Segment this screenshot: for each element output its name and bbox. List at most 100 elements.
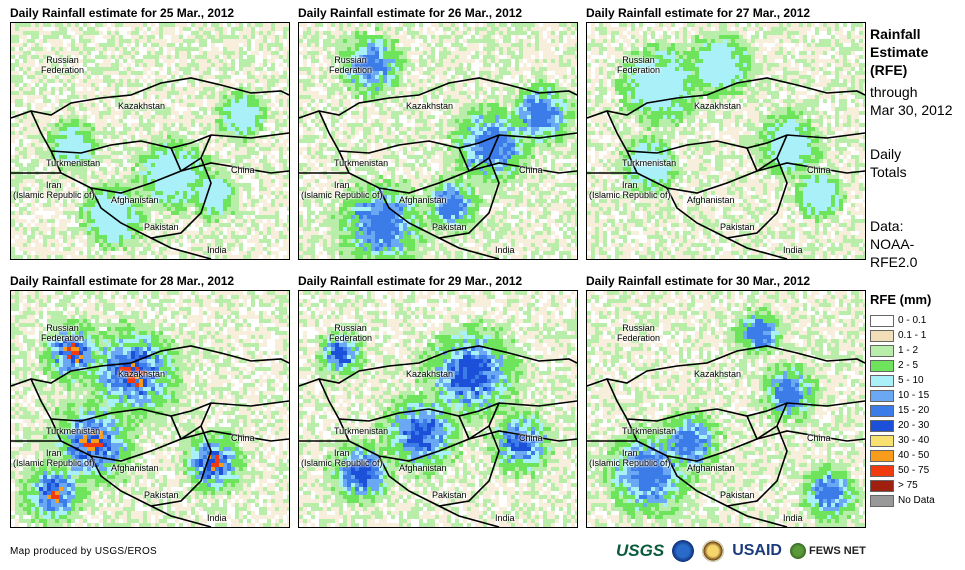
rainfall-map [587, 291, 865, 527]
legend-item: No Data [870, 493, 935, 508]
country-label-russia: Russian Federation [617, 323, 661, 343]
country-label-kazakhstan: Kazakhstan [694, 101, 742, 111]
legend-label: No Data [898, 495, 935, 506]
country-label-iran: Iran (Islamic Republic of) [301, 448, 383, 468]
country-label-india: India [207, 513, 227, 523]
country-label-china: China [231, 165, 255, 175]
legend-swatch [870, 434, 894, 447]
legend: 0 - 0.1 0.1 - 1 1 - 2 2 - 5 5 - 10 10 - 15 15 … [870, 313, 935, 508]
country-label-afghanistan: Afghanistan [399, 463, 447, 473]
country-border [666, 425, 788, 507]
country-border [746, 415, 758, 440]
country-label-china: China [807, 165, 831, 175]
country-border [90, 157, 212, 239]
rainfall-map [11, 291, 289, 527]
country-label-iran: Iran (Islamic Republic of) [589, 180, 671, 200]
country-border [726, 237, 788, 259]
country-border [11, 77, 289, 119]
map-panel: Russian Federation Kazakhstan Turkmenistan… [298, 22, 578, 260]
country-label-china: China [231, 433, 255, 443]
logo-strip: USGS USAID FEWS NET [616, 537, 866, 565]
country-border [170, 415, 182, 440]
country-label-india: India [783, 513, 803, 523]
country-border [318, 110, 577, 154]
legend-item: 15 - 20 [870, 403, 935, 418]
legend-swatch [870, 494, 894, 507]
country-border [150, 237, 212, 259]
country-label-afghanistan: Afghanistan [111, 463, 159, 473]
country-label-turkmenistan: Turkmenistan [334, 158, 389, 168]
country-border [438, 237, 500, 259]
country-label-iran: Iran (Islamic Republic of) [13, 448, 95, 468]
country-border [458, 415, 470, 440]
legend-item: 20 - 30 [870, 418, 935, 433]
country-label-china: China [519, 433, 543, 443]
panel-title: Daily Rainfall estimate for 25 Mar., 201… [10, 6, 235, 20]
legend-swatch [870, 419, 894, 432]
country-label-kazakhstan: Kazakhstan [406, 101, 454, 111]
country-label-india: India [207, 245, 227, 255]
rainfall-map [299, 23, 577, 259]
country-border [338, 134, 500, 194]
legend-label: 40 - 50 [898, 450, 930, 461]
country-border [150, 505, 212, 527]
legend-label: 30 - 40 [898, 435, 930, 446]
country-border [30, 378, 289, 422]
country-label-india: India [495, 245, 515, 255]
legend-item: 30 - 40 [870, 433, 935, 448]
country-label-india: India [495, 513, 515, 523]
legend-item: 0 - 0.1 [870, 313, 935, 328]
through-date: through Mar 30, 2012 [870, 84, 953, 118]
country-label-kazakhstan: Kazakhstan [694, 369, 742, 379]
legend-label: 20 - 30 [898, 420, 930, 431]
country-label-afghanistan: Afghanistan [399, 195, 447, 205]
country-border [587, 345, 865, 387]
legend-label: 5 - 10 [898, 375, 924, 386]
country-border [318, 378, 577, 422]
country-border [438, 505, 500, 527]
country-label-turkmenistan: Turkmenistan [46, 158, 101, 168]
legend-label: 50 - 75 [898, 465, 930, 476]
legend-swatch [870, 359, 894, 372]
legend-swatch [870, 464, 894, 477]
legend-label: 1 - 2 [898, 345, 919, 356]
legend-swatch [870, 404, 894, 417]
noaa-logo [672, 540, 695, 562]
legend-swatch [870, 314, 894, 327]
country-border [299, 77, 577, 119]
country-label-china: China [807, 433, 831, 443]
country-label-pakistan: Pakistan [720, 490, 755, 500]
country-border [90, 425, 212, 507]
panel-title: Daily Rainfall estimate for 30 Mar., 201… [586, 274, 811, 288]
country-border [606, 378, 865, 422]
legend-swatch [870, 389, 894, 402]
legend-swatch [870, 329, 894, 342]
legend-swatch [870, 374, 894, 387]
country-label-china: China [519, 165, 543, 175]
rfe-heading: Rainfall Estimate (RFE) [870, 26, 929, 78]
rainfall-map [587, 23, 865, 259]
legend-label: 0 - 0.1 [898, 315, 927, 326]
country-label-russia: Russian Federation [41, 55, 85, 75]
map-panel: Russian Federation Kazakhstan Turkmenistan… [10, 22, 290, 260]
legend-item: 5 - 10 [870, 373, 935, 388]
usaid-logo: USAID [732, 542, 782, 559]
country-label-iran: Iran (Islamic Republic of) [589, 448, 671, 468]
country-label-russia: Russian Federation [41, 323, 85, 343]
country-border [468, 430, 577, 442]
rainfall-map [299, 291, 577, 527]
country-border [756, 430, 865, 442]
country-label-pakistan: Pakistan [144, 222, 179, 232]
panel-title: Daily Rainfall estimate for 29 Mar., 201… [298, 274, 523, 288]
country-border [180, 430, 289, 442]
country-border [746, 147, 758, 172]
rainfall-map [11, 23, 289, 259]
fews-net-logo: FEWS NET [789, 543, 866, 559]
legend-swatch [870, 344, 894, 357]
legend-item: 0.1 - 1 [870, 328, 935, 343]
country-border [299, 345, 577, 387]
panel-title: Daily Rainfall estimate for 28 Mar., 201… [10, 274, 235, 288]
country-border [606, 110, 865, 154]
country-label-turkmenistan: Turkmenistan [334, 426, 389, 436]
country-border [50, 402, 212, 462]
